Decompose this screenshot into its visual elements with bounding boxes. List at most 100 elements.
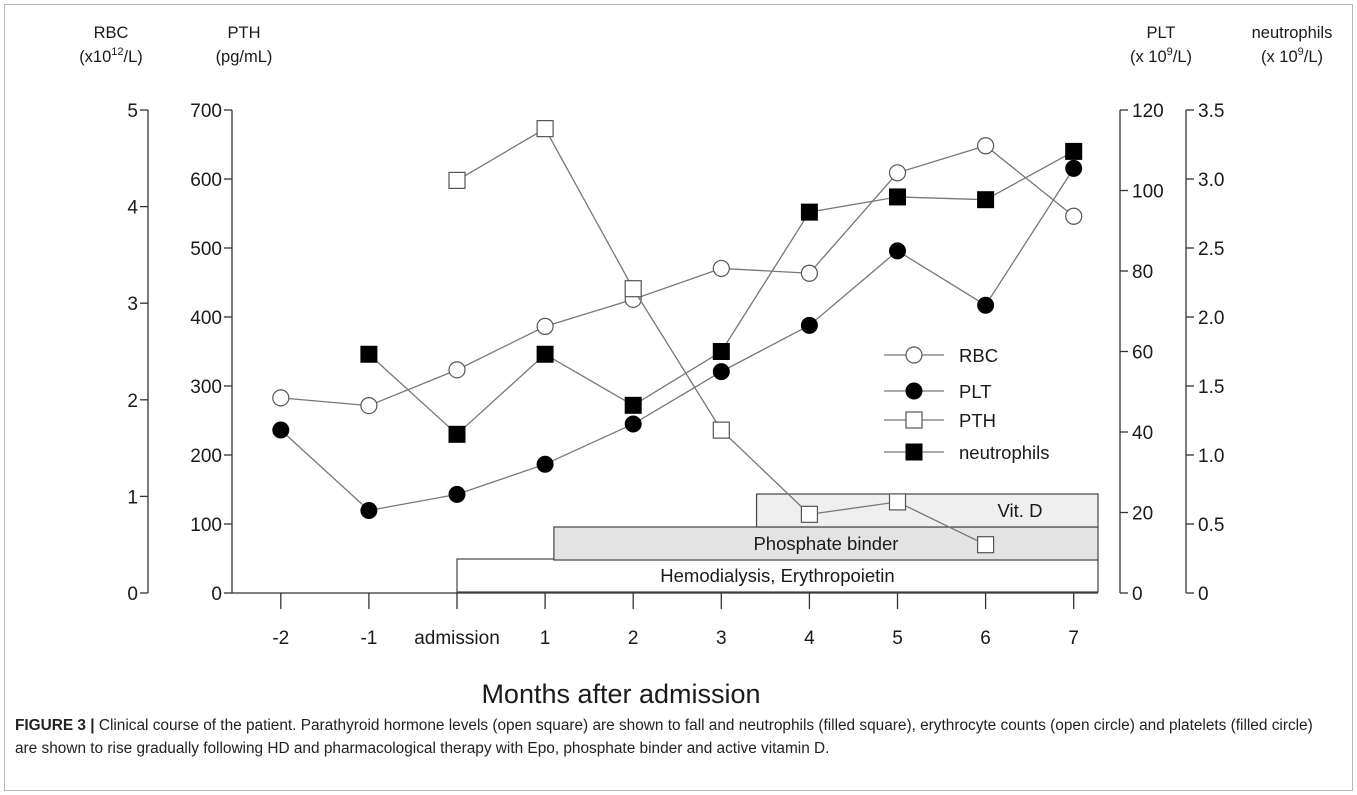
x-tick-label: 5 (892, 628, 903, 649)
neutrophils-tick-label: 1.5 (1198, 377, 1224, 398)
legend-marker (905, 443, 923, 461)
plt-tick-label: 20 (1132, 504, 1153, 525)
neutrophils-axis-unit-main: (x 10 (1261, 48, 1298, 66)
neutrophils-tick-label: 1.0 (1198, 446, 1224, 467)
x-tick-label: -1 (360, 628, 377, 649)
legend-label: neutrophils (959, 442, 1050, 463)
data-point-plt (624, 415, 642, 433)
pth-tick-label: 200 (190, 446, 222, 467)
x-tick-label: 6 (980, 628, 991, 649)
figure-frame (4, 4, 1353, 791)
x-tick-label: 3 (716, 628, 727, 649)
chart: 012345RBC(x1012/L)0100200300400500600700… (79, 24, 1332, 709)
plt-axis-unit-end: /L) (1173, 48, 1192, 66)
data-point-neutrophils (800, 203, 818, 221)
legend-marker (905, 346, 923, 364)
series-pth (448, 120, 995, 554)
plt-tick-label: 60 (1132, 343, 1153, 364)
figure-caption: FIGURE 3 | Clinical course of the patien… (15, 714, 1335, 760)
pth-tick-label: 0 (211, 584, 222, 605)
rbc-axis-unit-main: (x10 (79, 48, 111, 66)
x-tick-label: 7 (1068, 628, 1079, 649)
pth-tick-label: 500 (190, 239, 222, 260)
legend: RBC PLT PTH neutrophils (884, 345, 1050, 463)
data-point-rbc (272, 389, 290, 407)
data-point-neutrophils (712, 343, 730, 360)
rbc-axis-title: RBC (94, 24, 129, 42)
data-point-neutrophils (889, 188, 906, 206)
pth-tick-label: 600 (190, 170, 222, 191)
therapy-bar-label: Phosphate binder (753, 533, 898, 554)
data-point-plt (889, 242, 906, 260)
data-point-rbc (448, 361, 466, 379)
x-tick-label: 1 (540, 628, 551, 649)
data-point-plt (1065, 159, 1083, 177)
rbc-tick-label: 3 (127, 294, 138, 315)
x-tick-label: admission (414, 628, 500, 649)
data-point-neutrophils (448, 425, 466, 443)
series-layer (272, 120, 1083, 554)
neutrophils-tick-label: 2.5 (1198, 239, 1224, 260)
data-point-rbc (976, 137, 995, 155)
therapy-bar-label: Hemodialysis, Erythropoietin (660, 565, 894, 586)
series-line-rbc (280, 145, 1075, 407)
therapy-bar-label: Vit. D (998, 500, 1043, 521)
caption-text: Clinical course of the patient. Parathyr… (15, 717, 1313, 757)
rbc-axis-unit: (x1012/L) (79, 46, 143, 66)
series-neutrophils (360, 142, 1083, 443)
data-point-rbc (712, 259, 730, 278)
legend-label: RBC (959, 345, 998, 366)
neutrophils-tick-label: 0 (1198, 584, 1209, 605)
rbc-tick-label: 2 (127, 391, 138, 412)
plt-tick-label: 40 (1132, 423, 1153, 444)
rbc-tick-label: 0 (127, 584, 138, 605)
data-point-neutrophils (536, 345, 554, 363)
axes-layer: 012345RBC(x1012/L)0100200300400500600700… (79, 24, 1332, 649)
data-point-plt (448, 485, 466, 503)
caption-label: FIGURE 3 | (15, 717, 95, 734)
plt-tick-label: 80 (1132, 262, 1153, 283)
therapy-bars-layer: Hemodialysis, Erythropoietin Phosphate bi… (456, 493, 1099, 593)
data-point-neutrophils (977, 191, 995, 209)
series-plt (272, 159, 1083, 519)
data-point-plt (712, 363, 730, 381)
therapy-bar (553, 526, 1099, 561)
data-point-pth (448, 171, 466, 189)
neutrophils-axis-unit-sup: 9 (1298, 46, 1304, 58)
data-point-neutrophils (1065, 142, 1083, 160)
rbc-axis-unit-sup: 12 (111, 46, 123, 58)
rbc-tick-label: 4 (127, 198, 138, 219)
pth-tick-label: 700 (190, 101, 222, 122)
data-point-neutrophils (360, 345, 378, 363)
pth-tick-label: 400 (190, 308, 222, 329)
x-tick-label: -2 (272, 628, 289, 649)
neutrophils-tick-label: 3.0 (1198, 170, 1224, 191)
data-point-rbc (888, 164, 907, 182)
x-tick-label: 4 (804, 628, 815, 649)
neutrophils-axis-unit: (x 109/L) (1261, 46, 1323, 66)
pth-axis-title: PTH (228, 24, 261, 42)
plt-axis-unit: (x 109/L) (1130, 46, 1192, 66)
pth-axis-unit: (pg/mL) (216, 48, 273, 66)
data-point-pth (624, 280, 642, 298)
neutrophils-axis-title: neutrophils (1252, 24, 1333, 42)
data-point-plt (536, 455, 554, 473)
neutrophils-tick-label: 0.5 (1198, 515, 1224, 536)
data-point-plt (800, 316, 818, 334)
data-point-rbc (800, 264, 819, 282)
x-tick-label: 2 (628, 628, 639, 649)
pth-tick-label: 100 (190, 515, 222, 536)
data-point-pth (976, 536, 995, 554)
legend-marker (905, 411, 923, 429)
plt-axis-title: PLT (1146, 24, 1175, 42)
data-point-pth (800, 505, 819, 523)
neutrophils-axis-unit-end: /L) (1304, 48, 1323, 66)
data-point-rbc (360, 396, 378, 415)
data-point-rbc (536, 317, 554, 335)
plt-tick-label: 100 (1132, 182, 1164, 203)
neutrophils-tick-label: 2.0 (1198, 308, 1224, 329)
neutrophils-tick-label: 3.5 (1198, 101, 1224, 122)
rbc-tick-label: 1 (127, 487, 138, 508)
plt-tick-label: 0 (1132, 584, 1143, 605)
series-line-plt (280, 168, 1075, 512)
